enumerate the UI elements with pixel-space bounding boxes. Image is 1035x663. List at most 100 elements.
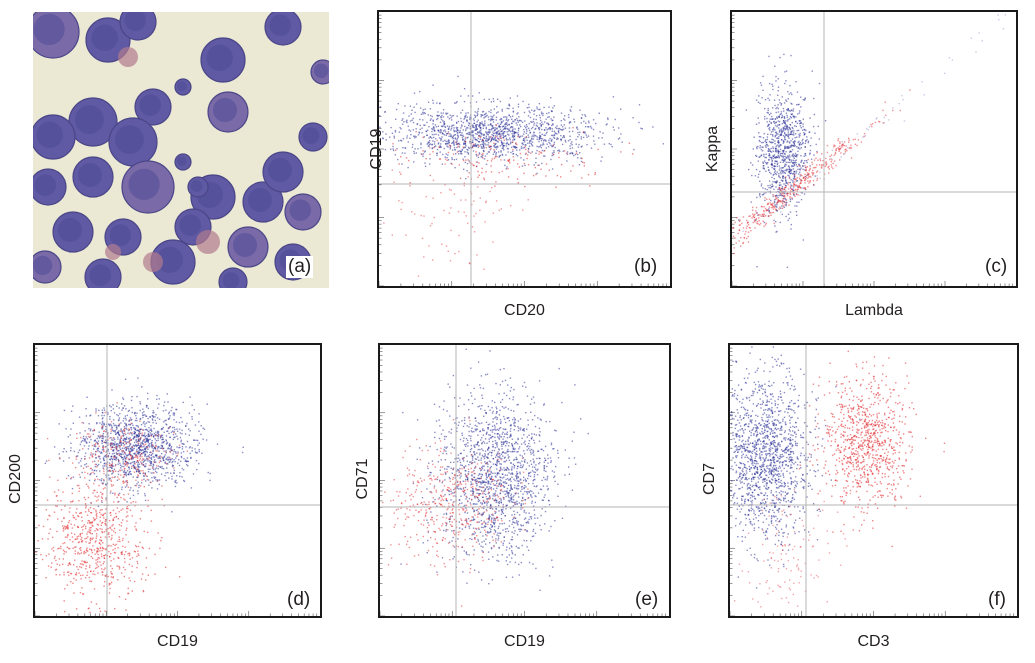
event-point — [529, 116, 532, 119]
event-point — [800, 160, 803, 162]
event-point — [141, 459, 143, 461]
event-point — [467, 222, 469, 225]
event-point — [488, 110, 490, 113]
event-point — [780, 134, 782, 136]
event-point — [506, 131, 508, 133]
event-point — [786, 168, 789, 171]
event-point — [191, 404, 193, 406]
event-point — [778, 144, 780, 146]
event-point — [127, 473, 129, 475]
event-point — [151, 433, 153, 435]
event-point — [850, 157, 853, 159]
event-point — [758, 122, 760, 124]
event-point — [104, 436, 106, 438]
event-point — [757, 160, 759, 162]
event-point — [516, 178, 519, 180]
event-point — [525, 132, 528, 134]
event-point — [769, 150, 772, 153]
event-point — [866, 127, 868, 130]
event-point — [162, 426, 164, 429]
event-point — [449, 145, 452, 148]
event-point — [169, 444, 171, 446]
event-point — [592, 119, 595, 121]
event-point — [566, 151, 569, 153]
event-point — [80, 436, 82, 439]
event-point — [792, 156, 795, 158]
event-point — [767, 107, 769, 110]
event-point — [96, 466, 98, 468]
event-point — [760, 183, 763, 185]
event-point — [466, 137, 468, 139]
event-point — [759, 170, 761, 173]
event-point — [429, 108, 432, 110]
event-point — [848, 137, 850, 139]
event-point — [786, 120, 789, 122]
event-point — [842, 144, 844, 147]
event-point — [469, 126, 471, 128]
event-point — [131, 457, 133, 459]
event-point — [191, 418, 193, 420]
event-point — [123, 405, 126, 407]
event-point — [112, 449, 114, 452]
event-point — [137, 438, 140, 440]
event-point — [437, 125, 440, 127]
event-point — [587, 135, 590, 137]
event-point — [118, 407, 120, 409]
event-point — [196, 452, 199, 454]
event-point — [123, 445, 125, 447]
event-point — [125, 454, 128, 456]
event-point — [757, 214, 760, 216]
event-point — [129, 417, 132, 419]
event-point — [811, 70, 813, 72]
event-point — [137, 439, 140, 442]
event-point — [777, 111, 780, 113]
event-point — [776, 132, 778, 135]
event-point — [512, 137, 515, 139]
event-point — [534, 166, 536, 169]
event-point — [122, 420, 124, 422]
event-point — [127, 493, 130, 495]
event-point — [770, 122, 772, 125]
event-point — [518, 116, 520, 118]
event-point — [531, 141, 534, 143]
event-point — [89, 522, 91, 525]
event-point — [108, 477, 110, 479]
event-point — [796, 154, 799, 156]
event-point — [758, 156, 760, 158]
event-point — [157, 435, 160, 437]
event-point — [402, 112, 405, 114]
event-point — [581, 145, 583, 147]
event-point — [583, 165, 585, 167]
event-point — [802, 123, 804, 125]
event-point — [103, 470, 105, 472]
event-point — [92, 456, 94, 458]
event-point — [783, 192, 785, 194]
event-point — [143, 458, 145, 460]
event-point — [765, 222, 767, 224]
event-point — [95, 441, 98, 443]
event-point — [502, 136, 505, 139]
event-point — [782, 205, 785, 207]
event-point — [797, 129, 800, 132]
event-point — [406, 119, 408, 121]
event-point — [175, 451, 177, 453]
event-point — [548, 141, 550, 144]
event-point — [151, 445, 154, 447]
event-point — [480, 135, 482, 137]
event-point — [181, 443, 183, 445]
event-point — [137, 425, 139, 427]
event-point — [793, 141, 795, 143]
event-point — [139, 409, 141, 412]
event-point — [573, 118, 575, 120]
event-point — [782, 130, 785, 132]
event-point — [819, 171, 821, 174]
event-point — [140, 449, 142, 451]
event-point — [800, 143, 803, 146]
event-point — [173, 469, 175, 472]
event-point — [599, 131, 601, 133]
event-point — [746, 225, 748, 227]
event-point — [474, 145, 476, 147]
event-point — [771, 183, 773, 185]
event-point — [107, 470, 109, 472]
event-point — [805, 188, 807, 190]
